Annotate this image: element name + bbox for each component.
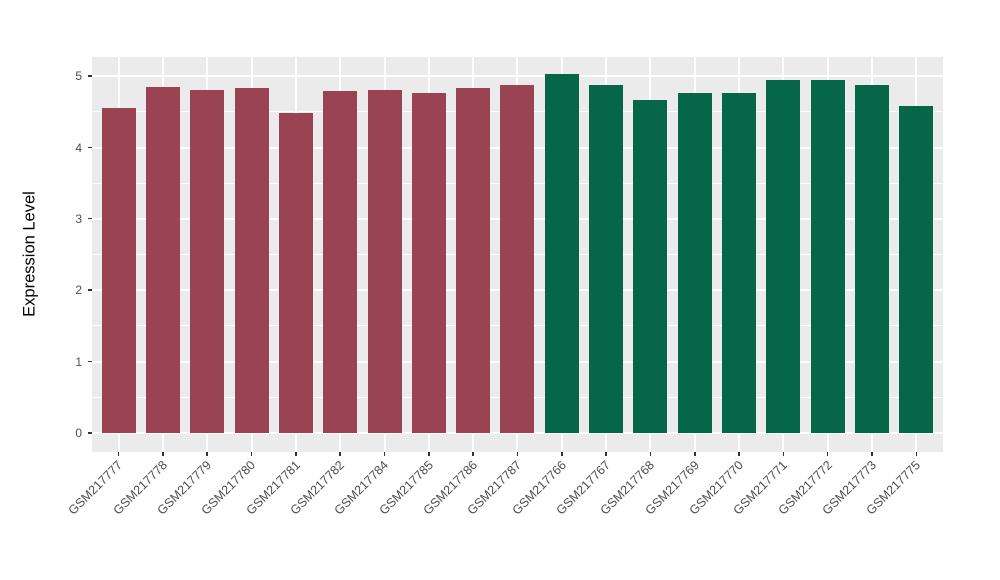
bar <box>544 74 579 433</box>
y-tick-mark <box>88 289 92 291</box>
bar <box>810 80 845 433</box>
bar <box>234 88 269 433</box>
y-tick-label: 1 <box>75 354 82 369</box>
x-tick-mark <box>117 452 120 456</box>
x-tick-mark <box>250 452 253 456</box>
bar <box>633 100 668 433</box>
bar <box>500 84 535 433</box>
x-tick-mark <box>206 452 208 456</box>
bar <box>101 108 136 433</box>
x-tick-mark <box>871 452 873 456</box>
x-tick-mark <box>162 452 164 456</box>
bar <box>855 85 890 433</box>
bar <box>722 93 757 433</box>
major-gridline <box>92 432 943 434</box>
y-tick-label: 0 <box>75 426 82 440</box>
plot-panel <box>92 57 943 452</box>
y-tick-mark <box>88 146 92 149</box>
x-tick-mark <box>782 452 785 456</box>
bar <box>766 79 801 433</box>
x-tick-mark <box>516 452 519 456</box>
y-tick-mark <box>88 432 92 434</box>
y-tick-mark <box>88 360 92 363</box>
bar <box>323 91 358 433</box>
y-tick-label: 4 <box>75 140 82 155</box>
x-tick-mark <box>339 452 341 456</box>
bar <box>145 86 180 433</box>
major-gridline <box>92 75 943 78</box>
bar <box>411 93 446 433</box>
y-tick-mark <box>88 75 92 77</box>
x-tick-mark <box>472 452 474 456</box>
bar <box>367 90 402 433</box>
x-tick-mark <box>383 452 386 456</box>
x-tick-mark <box>738 452 740 456</box>
y-tick-mark <box>88 217 92 220</box>
bar <box>899 106 934 433</box>
bar <box>456 88 491 433</box>
x-tick-mark <box>605 452 607 456</box>
x-tick-mark <box>295 452 297 456</box>
bar <box>278 112 313 433</box>
x-tick-mark <box>561 452 563 456</box>
x-tick-mark <box>649 452 652 456</box>
y-tick-label: 3 <box>75 211 82 226</box>
x-tick-mark <box>826 452 829 456</box>
bar <box>677 93 712 433</box>
y-tick-label: 2 <box>75 283 82 298</box>
y-axis-title: Expression Level <box>20 191 39 317</box>
x-tick-mark <box>428 452 430 456</box>
x-tick-mark <box>915 452 918 456</box>
x-tick-mark <box>694 452 696 456</box>
bar <box>190 90 225 433</box>
bar <box>589 85 624 433</box>
y-tick-label: 5 <box>75 69 82 84</box>
